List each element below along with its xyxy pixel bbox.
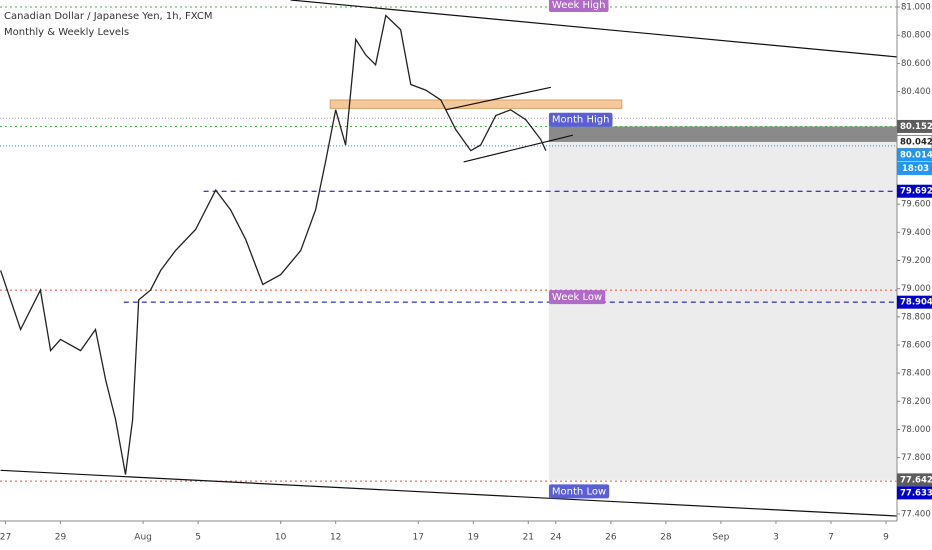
y-tick-label: 78.600 [901,340,931,350]
y-tick-label: 77.400 [901,509,931,519]
price-label-box [897,119,932,133]
trendline [445,86,551,111]
level-annotation: Month High [552,115,610,126]
x-tick-label: 7 [828,533,834,543]
y-tick-label: 79.600 [901,200,931,210]
y-tick-label: 78.200 [901,397,931,407]
y-tick-label: 80.400 [901,87,931,97]
x-tick-label: Aug [134,533,152,543]
annotation-box [548,0,609,12]
trendline [463,134,574,163]
price-label: 80.014 [900,150,932,160]
zone [548,126,897,142]
price-label: 79.692 [900,187,932,197]
x-tick-label: 26 [605,533,617,543]
zone [548,141,897,480]
zone [329,99,623,109]
y-tick-label: 80.600 [901,59,931,69]
price-label-box [897,148,932,162]
y-tick-label: 80.800 [901,31,931,41]
x-tick-label: Sep [712,533,729,543]
indicator-name: Monthly & Weekly Levels [4,27,129,38]
level-annotation: Month Low [552,486,606,497]
plot-area: Week High Month High Week Low Month Low [0,0,899,517]
y-tick-label: 78.000 [901,425,931,435]
annotation-box [548,484,610,499]
y-tick-label: 79.200 [901,256,931,266]
trendline [290,0,899,58]
y-tick-label: 78.800 [901,312,931,322]
y-tick-label: 77.800 [901,453,931,463]
x-tick-label: 17 [413,533,424,543]
x-tick-label: 28 [660,533,672,543]
countdown-box [897,161,932,175]
countdown: 18:03 [902,164,929,174]
level-annotation: Week High [552,0,606,11]
x-tick-label: 3 [773,533,779,543]
time-axis [0,521,932,550]
x-tick-label: 24 [550,533,562,543]
x-tick-label: 12 [330,533,341,543]
x-tick-label: 29 [55,533,67,543]
price-label-box [897,486,932,500]
annotation-box [548,112,613,127]
y-tick-label: 78.400 [901,369,931,379]
x-tick-label: 19 [468,533,480,543]
chart-title: Canadian Dollar / Japanese Yen, 1h, FXCM [4,11,212,22]
price-label: 78.904 [900,298,932,308]
price-label: 80.152 [900,122,932,132]
level-annotation: Week Low [552,292,602,303]
price-label: 77.633 [900,488,932,498]
price-label-box [897,473,932,487]
x-tick-label: 21 [523,533,534,543]
y-tick-label: 79.400 [901,228,931,238]
price-axis [897,0,932,550]
price-label-box [897,295,932,309]
y-tick-label: 79.000 [901,284,931,294]
x-tick-label: 5 [195,533,201,543]
price-line [0,14,547,475]
annotation-box [548,290,606,305]
price-label: 80.042 [900,137,932,147]
y-tick-label: 81.000 [901,3,931,13]
x-tick-label: 9 [883,533,889,543]
x-tick-label: 27 [0,533,11,543]
price-label: 77.642 [900,475,932,485]
axes: 81.000 80.800 80.600 80.400 79.600 79.400 79.2… [0,3,932,543]
x-tick-label: 10 [275,533,287,543]
trendline [0,469,899,517]
price-label-box [897,184,932,198]
